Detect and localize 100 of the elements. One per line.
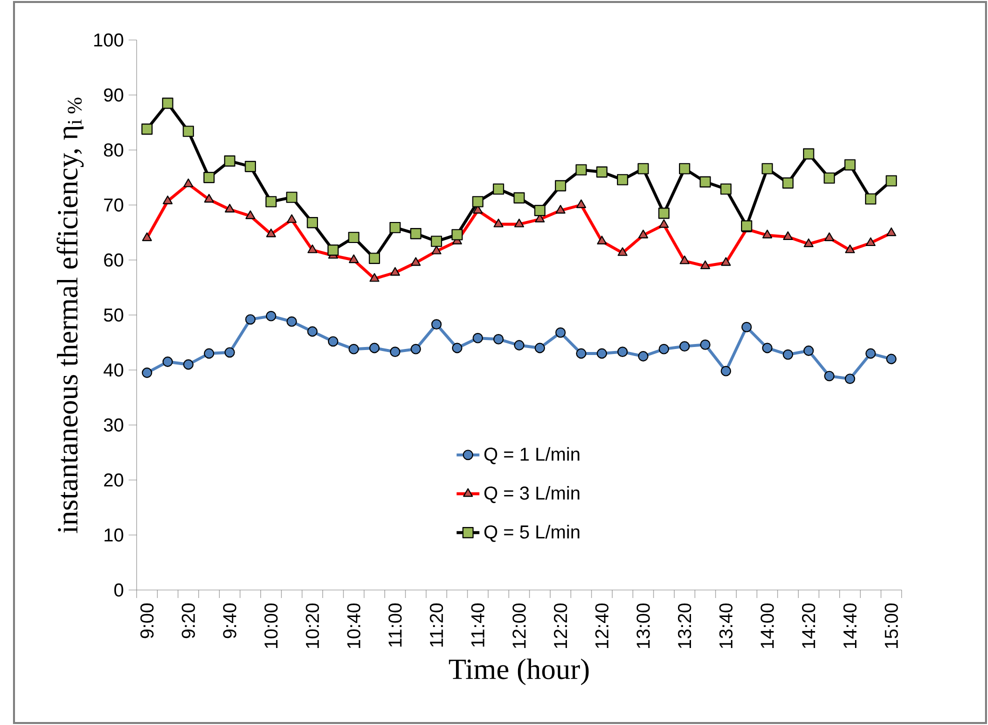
point	[472, 196, 484, 208]
legend-label: Q = 1 L/min	[484, 447, 580, 464]
point	[307, 326, 318, 337]
x-axis-title: Time (hour)	[448, 658, 589, 686]
point	[720, 366, 732, 376]
point	[410, 344, 421, 354]
y-tick-label: 30	[104, 418, 124, 432]
point	[286, 192, 298, 203]
point	[245, 314, 256, 325]
x-tick-label: 13:40	[719, 603, 733, 648]
point	[286, 316, 297, 327]
point	[514, 192, 525, 204]
point	[555, 327, 566, 338]
point	[162, 356, 173, 367]
x-tick-label: 13:20	[678, 603, 692, 648]
point	[824, 370, 835, 382]
point	[803, 346, 814, 356]
y-tick-label: 60	[104, 253, 124, 267]
y-tick-label: 10	[104, 528, 124, 542]
point	[224, 155, 236, 167]
legend-label: Q = 3 L/min	[484, 486, 580, 504]
point	[700, 176, 711, 188]
point	[658, 344, 670, 354]
point	[492, 183, 504, 195]
point	[596, 166, 608, 178]
y-tick-label: 0	[114, 583, 124, 597]
point	[266, 310, 276, 322]
legend-label: Q = 5 L/min	[484, 524, 580, 542]
point	[782, 349, 794, 360]
y-tick-label: 90	[104, 88, 124, 102]
point	[472, 332, 484, 344]
point	[452, 229, 463, 240]
point	[865, 348, 876, 359]
point	[741, 220, 752, 232]
x-tick-label: 10:20	[306, 603, 320, 648]
point	[658, 208, 670, 219]
x-tick-label: 11:40	[471, 603, 484, 647]
point	[886, 175, 897, 186]
point	[741, 322, 752, 332]
point	[182, 126, 194, 137]
point	[616, 174, 628, 186]
point	[430, 236, 442, 247]
x-tick-label: 9:00	[140, 603, 154, 638]
x-tick-label: 11:20	[430, 603, 444, 647]
point	[390, 346, 400, 358]
x-tick-label: 15:00	[884, 603, 898, 648]
point	[844, 374, 856, 384]
point	[576, 348, 586, 359]
point	[141, 123, 153, 135]
x-tick-label: 9:40	[223, 603, 236, 638]
point	[534, 204, 546, 216]
x-tick-label: 12:40	[595, 603, 608, 648]
point	[328, 336, 338, 347]
point	[638, 163, 649, 174]
x-tick-label: 12:00	[512, 603, 526, 648]
x-tick-label: 14:20	[802, 603, 816, 648]
point	[410, 228, 422, 240]
y-tick-label: 40	[104, 363, 124, 377]
point	[638, 351, 648, 362]
point	[534, 342, 546, 354]
point	[679, 341, 690, 352]
point	[865, 193, 876, 205]
point	[762, 163, 773, 174]
y-tick-label: 70	[104, 198, 124, 212]
point	[762, 342, 772, 354]
point	[203, 172, 215, 184]
point	[824, 172, 835, 184]
point	[452, 342, 462, 354]
point	[390, 222, 401, 234]
point	[327, 244, 339, 256]
point	[183, 359, 194, 370]
point	[348, 232, 360, 244]
y-tick-label: 100	[94, 33, 124, 47]
y-tick-label: 50	[104, 308, 124, 322]
point	[493, 334, 504, 344]
point	[265, 196, 277, 208]
x-tick-label: 10:40	[347, 603, 360, 648]
x-tick-label: 13:00	[636, 603, 650, 648]
y-tick-label: 20	[104, 473, 124, 487]
point	[720, 183, 732, 195]
point	[224, 347, 235, 358]
point	[369, 342, 380, 354]
y-tick-label: 80	[104, 143, 124, 157]
x-tick-label: 14:00	[760, 603, 774, 648]
point	[431, 319, 442, 330]
point	[700, 339, 710, 350]
x-tick-label: 12:20	[554, 603, 568, 648]
point	[678, 163, 690, 174]
point	[162, 98, 174, 109]
point	[596, 348, 608, 359]
point	[514, 340, 524, 350]
point	[306, 216, 318, 228]
x-tick-label: 11:00	[388, 603, 402, 647]
point	[617, 346, 628, 358]
point	[803, 148, 814, 160]
point	[204, 348, 214, 359]
point	[576, 164, 587, 176]
x-tick-label: 14:40	[843, 603, 857, 648]
point	[142, 368, 152, 378]
point	[782, 177, 794, 189]
